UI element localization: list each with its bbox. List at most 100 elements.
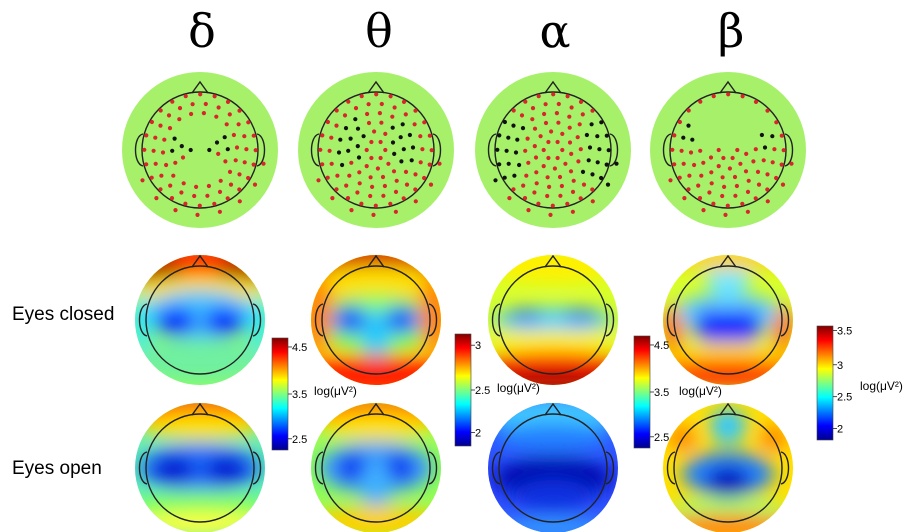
electrode-significant <box>413 199 418 204</box>
electrode-nonsignificant <box>410 145 416 150</box>
electrode-significant <box>212 201 217 206</box>
electrode-significant <box>526 160 531 165</box>
electrode-nonsignificant <box>502 119 507 125</box>
electrode-nonsignificant <box>504 148 509 153</box>
electrode-nonsignificant <box>207 147 212 153</box>
electrode-nonsignificant <box>361 134 366 139</box>
electrode-significant <box>181 181 186 186</box>
electrode-significant <box>511 108 516 113</box>
electrode-significant <box>413 172 418 177</box>
electrode-nonsignificant <box>170 148 175 153</box>
electrode-significant <box>373 203 378 208</box>
electrode-significant <box>177 106 183 111</box>
electrode-significant <box>246 120 251 125</box>
significance-map-theta <box>298 72 454 228</box>
electrode-nonsignificant <box>584 132 590 138</box>
electrode-significant <box>738 161 743 166</box>
electrode-significant <box>765 187 770 192</box>
electrode-significant <box>721 155 726 161</box>
electrode-significant <box>556 101 561 107</box>
electrode-nonsignificant <box>590 172 595 177</box>
electrode-significant <box>357 170 362 175</box>
electrode-significant <box>511 187 516 192</box>
electrode-significant <box>227 169 233 174</box>
electrode-significant <box>212 94 217 99</box>
significance-maps <box>122 72 806 228</box>
colorbar-tick-label: 3.5 <box>837 326 852 338</box>
electrode-significant <box>195 212 200 217</box>
electrode-significant <box>681 161 686 166</box>
electrode-significant <box>567 140 573 145</box>
electrode-significant <box>170 99 175 104</box>
band-title-alpha: α <box>539 4 571 58</box>
power-map-delta-eyes-closed <box>135 254 265 385</box>
electrode-significant <box>743 169 749 174</box>
electrode-nonsignificant <box>517 162 522 168</box>
electrode-nonsignificant <box>599 120 604 125</box>
colorbar-theta: 3 2.5 2 log(μV²) <box>454 333 540 447</box>
significance-map-alpha <box>475 72 631 228</box>
colorbar-tick-label: 3.5 <box>292 389 307 401</box>
electrode-significant <box>371 212 376 217</box>
electrode-significant <box>745 209 751 214</box>
electrode-significant <box>392 105 397 110</box>
electrode-significant <box>543 102 548 107</box>
electrode-significant <box>522 196 528 201</box>
electrode-nonsignificant <box>513 150 519 155</box>
electrode-significant <box>393 209 398 214</box>
electrode-significant <box>701 208 706 213</box>
electrode-nonsignificant <box>690 137 695 142</box>
electrode-nonsignificant <box>520 126 526 131</box>
electrode-significant <box>552 166 558 171</box>
electrode-significant <box>325 119 330 125</box>
electrode-significant <box>699 173 704 178</box>
electrode-nonsignificant <box>343 126 349 131</box>
electrode-significant <box>746 178 751 183</box>
electrode-significant <box>541 164 546 169</box>
electrode-significant <box>555 139 560 145</box>
electrode-significant <box>334 108 339 113</box>
electrode-significant <box>364 147 369 153</box>
electrode-significant <box>192 193 197 199</box>
electrode-significant <box>761 158 766 163</box>
electrode-significant <box>369 155 374 161</box>
electrode-significant <box>735 147 740 153</box>
electrode-significant <box>536 94 541 99</box>
electrode-significant <box>377 111 382 116</box>
electrode-significant <box>205 193 210 198</box>
electrode-significant <box>726 92 731 97</box>
electrode-significant <box>169 196 175 201</box>
electrode-significant <box>366 102 371 107</box>
electrode-nonsignificant <box>214 140 220 145</box>
electrode-nonsignificant <box>599 175 604 181</box>
electrode-nonsignificant <box>502 175 507 180</box>
electrode-significant <box>201 111 206 116</box>
electrode-significant <box>543 120 549 126</box>
electrode-significant <box>374 92 379 97</box>
electrode-significant <box>404 182 410 187</box>
electrode-nonsignificant <box>355 144 360 149</box>
electrode-significant <box>140 178 145 183</box>
electrode-significant <box>386 161 391 166</box>
electrode-significant <box>383 131 388 136</box>
electrode-significant <box>697 196 703 201</box>
electrode-significant <box>570 189 576 194</box>
electrode-significant <box>581 182 587 187</box>
electrode-significant <box>550 203 555 208</box>
electrode-significant <box>560 147 565 153</box>
electrode-nonsignificant <box>770 134 775 139</box>
electrode-significant <box>149 175 154 180</box>
electrode-nonsignificant <box>595 160 600 165</box>
electrode-significant <box>526 208 531 213</box>
colorbar-gradient <box>633 335 651 449</box>
electrode-nonsignificant <box>604 133 609 138</box>
electrode-significant <box>369 139 374 145</box>
electrode-nonsignificant <box>589 122 594 127</box>
electrode-significant <box>541 147 546 153</box>
electrode-nonsignificant <box>399 159 404 164</box>
electrode-nonsignificant <box>497 133 502 138</box>
electrode-significant <box>327 148 332 153</box>
colorbar-alpha: 4.5 3.5 2.5 log(μV²) <box>633 335 722 449</box>
electrode-significant <box>789 161 794 166</box>
electrode-nonsignificant <box>353 117 358 122</box>
